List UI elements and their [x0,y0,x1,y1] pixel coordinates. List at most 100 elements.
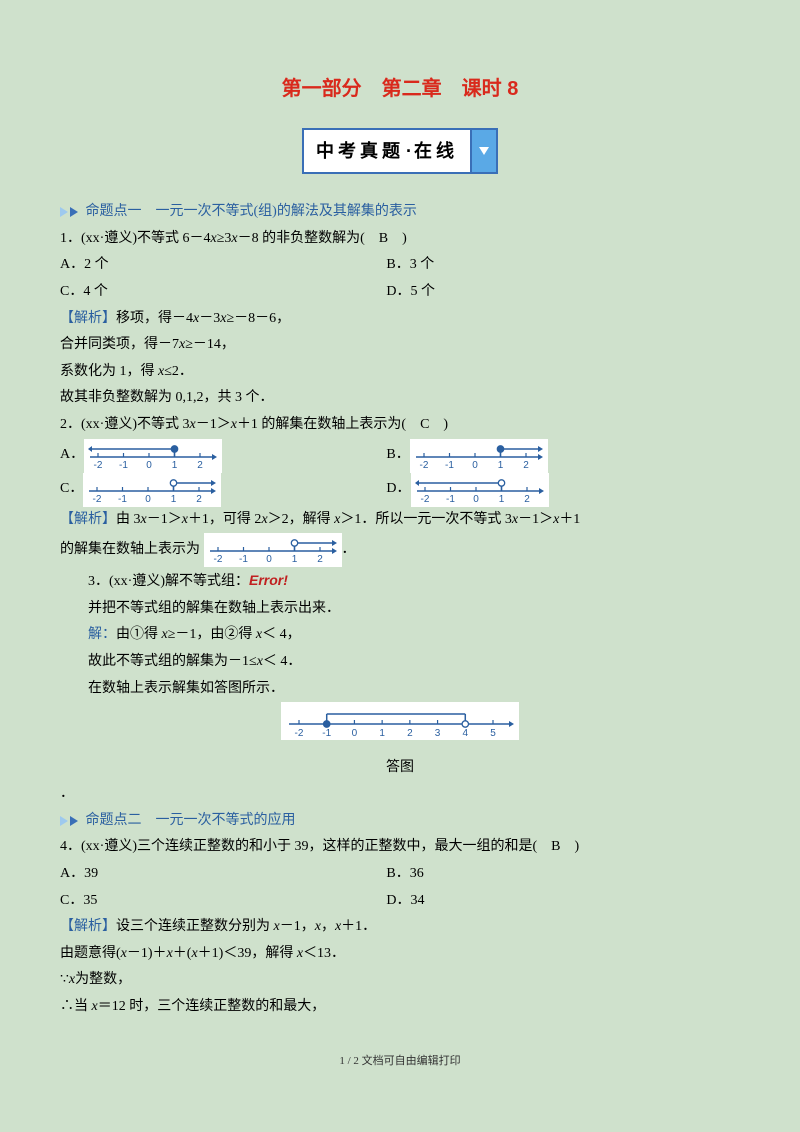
svg-text:1: 1 [498,494,504,505]
q4-stem: 4．(xx·遵义)三个连续正整数的和小于 39，这样的正整数中，最大一组的和是(… [60,834,740,861]
q3-sol-3: 在数轴上表示解集如答图所示． [60,676,740,703]
arrow-down-icon [477,144,491,158]
q2-e4: ＞2，解得 [268,512,335,527]
q1-sol-4: 故其非负整数解为 0,1,2，共 3 个． [60,385,740,412]
svg-text:2: 2 [524,494,530,505]
svg-text:1: 1 [171,494,177,505]
q4-s2a: 由题意得( [60,946,121,961]
q4-s2d: ＋1)＜39，解得 [198,946,297,961]
q4-sol-4: ∴当 x＝12 时，三个连续正整数的和最大， [60,994,740,1021]
q4-s1d: ＋1． [341,919,376,934]
q1-opt-b: B．3 个 [386,252,740,279]
banner: 中考真题 · 在线 [60,128,740,174]
banner-text-1: 中考真题 [316,134,404,168]
q3-caption: 答图 [60,755,740,782]
q2-opts-ab: A． -2-1012 B． -2-1012 [60,439,740,473]
q2-e1: 由 3 [116,512,141,527]
svg-text:2: 2 [317,554,323,565]
q1-tag: 【解析】 [60,311,116,326]
number-line-b: -2-1012 [410,439,548,473]
q1-stem-c: －8 的非负整数解为( B ) [238,231,407,246]
q4-s2c: ＋( [173,946,192,961]
svg-text:2: 2 [197,494,203,505]
q4-opt-a: A．39 [60,861,386,888]
q2-opts-cd: C． -2 -1 0 1 2 D． -2 -1 0 1 2 [60,473,740,507]
q2-c-label: C． [60,476,83,503]
q4-sol-1: 【解析】设三个连续正整数分别为 x－1，x，x＋1． [60,914,740,941]
q1-opt-d: D．5 个 [386,279,740,306]
q2-stem-c: ＋1 的解集在数轴上表示为( C ) [237,417,448,432]
triangle-bullet-icon [60,207,78,217]
q2-stem: 2．(xx·遵义)不等式 3x－1＞x＋1 的解集在数轴上表示为( C ) [60,412,740,439]
svg-text:5: 5 [490,728,496,738]
q3-s2b: ＜ 4． [263,654,302,669]
q4-tag: 【解析】 [60,919,116,934]
q2-stem-b: －1＞ [196,417,231,432]
q2-e2: －1＞ [147,512,182,527]
q1-opt-a: A．2 个 [60,252,386,279]
svg-text:3: 3 [435,728,441,738]
q3-stem: 3．(xx·遵义)解不等式组：Error! [60,567,740,596]
q4-opt-b: B．36 [386,861,740,888]
svg-text:2: 2 [523,460,529,471]
q1-opts-ab: A．2 个 B．3 个 [60,252,740,279]
svg-text:4: 4 [463,728,469,738]
q1-s1m: －3 [199,311,220,326]
q4-s2b: －1)＋ [127,946,167,961]
q4-s2e: ＜13． [303,946,345,961]
number-line-d: -2-1012 [411,473,549,507]
q2-e3: ＋1，可得 2 [188,512,262,527]
topic-2-row: 命题点二 一元一次不等式的应用 [60,808,740,835]
q3-stem-text: 3．(xx·遵义)解不等式组： [88,574,249,589]
svg-text:-1: -1 [118,494,127,505]
svg-text:2: 2 [407,728,413,738]
q1-sol-3: 系数化为 1，得 x≤2． [60,359,740,386]
svg-text:-1: -1 [239,554,248,565]
svg-text:-1: -1 [119,460,128,471]
q2-explain-2: 的解集在数轴上表示为 -2-1012． [60,533,740,567]
q3-l1: 并把不等式组的解集在数轴上表示出来． [60,596,740,623]
number-line-c: -2 -1 0 1 2 [83,473,221,507]
q4-s1b: －1， [280,919,315,934]
q1-opt-c: C．4 个 [60,279,386,306]
separator-dot: ． [60,781,740,808]
q2-e7: ＋1 [559,512,580,527]
q2-stem-a: 2．(xx·遵义)不等式 3 [60,417,190,432]
page-title: 第一部分 第二章 课时 8 [60,70,740,108]
q1-s3s: ≤2． [164,364,193,379]
q4-s4b: ＝12 时，三个连续正整数的和最大， [98,999,326,1014]
svg-text:-2: -2 [93,494,102,505]
q2-e5: ＞1．所以一元一次不等式 3 [340,512,512,527]
q4-opt-d: D．34 [386,888,740,915]
svg-text:-2: -2 [213,554,222,565]
q2-opt-b: B． -2-1012 [386,439,740,473]
q2-a-label: A． [60,442,84,469]
number-line-a: -2-1012 [84,439,222,473]
q3-figure: -2-1012345 [60,702,740,751]
svg-text:-1: -1 [445,460,454,471]
q2-explain-1: 【解析】由 3x－1＞x＋1，可得 2x＞2，解得 x＞1．所以一元一次不等式 … [60,507,740,534]
svg-text:0: 0 [146,494,152,505]
q1-stem-b: ≥3 [217,231,232,246]
page-footer: 1 / 2 文档可自由编辑打印 [60,1051,740,1072]
q1-stem-a: 1．(xx·遵义)不等式 6－4 [60,231,211,246]
svg-text:2: 2 [197,460,203,471]
svg-text:1: 1 [172,460,178,471]
q1-s3p: 系数化为 1，得 [60,364,158,379]
q1-s2p: 合并同类项，得－7 [60,337,179,352]
q4-s1c: ， [321,919,335,934]
q2-d-label: D． [386,476,410,503]
svg-text:-1: -1 [446,494,455,505]
q2-period: ． [342,542,356,557]
q3-s1b: ≥－1，由②得 [168,627,256,642]
svg-text:0: 0 [473,494,479,505]
topic-2: 命题点二 一元一次不等式的应用 [86,813,296,828]
number-line-answer: -2-1012345 [281,702,519,740]
q2-b-label: B． [386,442,409,469]
q4-s4a: ∴当 [60,999,92,1014]
svg-text:1: 1 [497,460,503,471]
svg-text:0: 0 [146,460,152,471]
q2-e6: －1＞ [518,512,553,527]
q1-stem: 1．(xx·遵义)不等式 6－4x≥3x－8 的非负整数解为( B ) [60,226,740,253]
q1-s1p: 移项，得－4 [116,311,193,326]
